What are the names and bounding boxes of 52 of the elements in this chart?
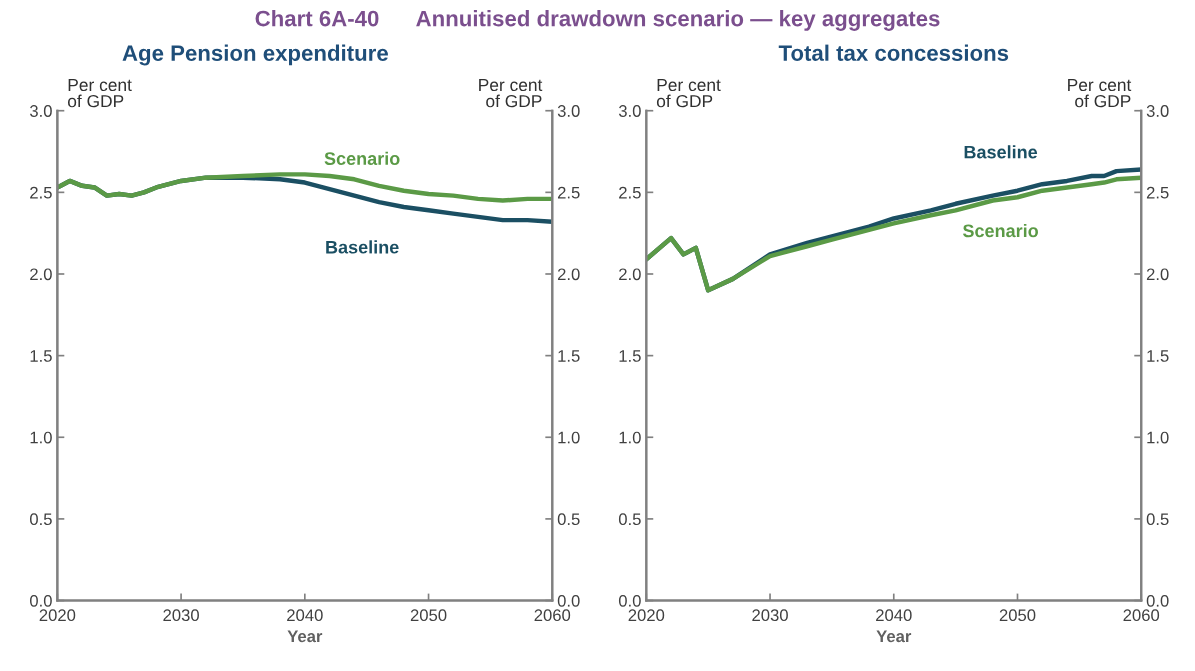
y-tick-label: 1.5	[619, 350, 641, 362]
series-label: Baseline	[964, 145, 1038, 159]
x-axis-title: Year	[287, 630, 323, 643]
x-tick-label: 2030	[163, 609, 199, 622]
y-tick-label: 3.0	[618, 105, 641, 117]
y2-tick-label: 2.0	[557, 268, 580, 281]
y2-tick-label: 2.0	[1146, 268, 1169, 281]
y-tick-label: 0.0	[618, 594, 641, 607]
series-label: Baseline	[326, 240, 399, 254]
x-tick-label: 2020	[628, 609, 665, 622]
y-tick-label: 0.0	[29, 594, 52, 607]
y-axis-title: Per cent of GDP	[67, 78, 132, 108]
y2-tick-label: 1.5	[558, 350, 580, 362]
y2-axis-title: Per cent of GDP	[1068, 78, 1132, 108]
x-tick-label: 2040	[876, 609, 912, 622]
y-tick-label: 1.5	[30, 350, 52, 362]
y2-tick-label: 0.0	[557, 594, 580, 607]
y2-tick-label: 1.0	[1147, 431, 1169, 444]
y-axis-title: Per cent of GDP	[656, 78, 721, 108]
y-tick-label: 2.0	[30, 268, 52, 281]
y2-tick-label: 1.5	[1147, 350, 1169, 362]
x-axis-title: Year	[876, 630, 912, 643]
x-tick-label: 2050	[410, 609, 447, 622]
y2-tick-label: 0.0	[1146, 594, 1169, 607]
y-tick-label: 1.0	[619, 431, 641, 444]
x-tick-label: 2040	[287, 609, 323, 622]
y2-tick-label: 3.0	[1146, 105, 1169, 117]
y-tick-label: 0.5	[618, 513, 641, 526]
series-label: Scenario	[324, 151, 400, 166]
x-tick-label: 2060	[534, 609, 571, 622]
y-tick-label: 3.0	[29, 105, 52, 117]
y2-tick-label: 1.0	[558, 431, 580, 444]
y-tick-label: 2.5	[30, 186, 52, 199]
line-series	[57, 172, 553, 203]
series-label: Scenario	[962, 223, 1039, 238]
x-tick-label: 2030	[752, 609, 788, 622]
y-tick-label: 0.5	[29, 513, 52, 526]
y-tick-label: 1.0	[30, 431, 52, 444]
y2-tick-label: 3.0	[557, 105, 580, 117]
x-tick-label: 2060	[1123, 609, 1160, 622]
x-tick-label: 2050	[999, 609, 1036, 622]
x-tick-label: 2020	[39, 609, 76, 622]
caption: Chart 6A-40 Annuitised drawdown scenario — key aggregates	[255, 10, 940, 31]
y2-tick-label: 2.5	[557, 186, 580, 199]
y-tick-label: 2.0	[619, 268, 641, 281]
y-tick-label: 2.5	[619, 186, 641, 199]
chart-title: Total tax concessions	[778, 44, 1009, 61]
y2-tick-label: 0.5	[557, 513, 580, 526]
y2-tick-label: 0.5	[1146, 513, 1169, 526]
y2-tick-label: 2.5	[1146, 186, 1169, 199]
y2-axis-title: Per cent of GDP	[479, 78, 543, 108]
chart-title: Age Pension expenditure	[122, 44, 388, 66]
